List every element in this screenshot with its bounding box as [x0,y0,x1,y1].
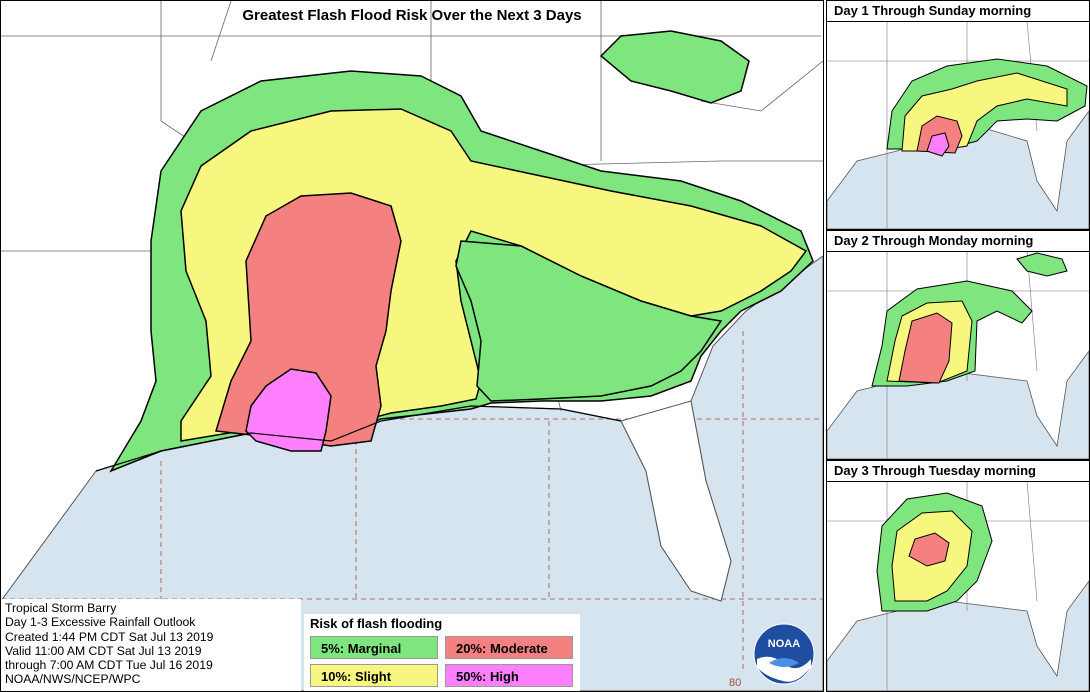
info-product: Day 1-3 Excessive Rainfall Outlook [5,615,196,630]
day3-title: Day 3 Through Tuesday morning [827,461,1089,482]
legend: Risk of flash flooding 5%: Marginal 20%:… [304,614,580,691]
info-box: Tropical Storm Barry Day 1-3 Excessive R… [1,599,301,691]
day2-moderate [898,312,953,384]
main-map-canvas [1,1,823,691]
main-title: Greatest Flash Flood Risk Over the Next … [242,7,582,24]
info-through: through 7:00 AM CDT Tue Jul 16 2019 [5,658,213,673]
day2-panel: Day 2 Through Monday morning [826,230,1090,460]
longitude-label: 80 [729,677,742,689]
day1-title: Day 1 Through Sunday morning [827,1,1089,22]
legend-title: Risk of flash flooding [310,616,443,631]
moderate-risk-area [215,192,402,447]
day3-moderate [908,532,950,567]
day3-panel: Day 3 Through Tuesday morning [826,460,1090,692]
day1-panel: Day 1 Through Sunday morning [826,0,1090,230]
high-risk-area [245,368,332,452]
coastline [95,405,622,472]
legend-marginal: 5%: Marginal [310,636,438,659]
day1-high [926,132,950,157]
noaa-logo-graphic: NOAA [753,623,815,685]
info-storm-name: Tropical Storm Barry [5,601,117,615]
legend-high: 50%: High [445,664,573,687]
day2-map [827,231,1089,459]
florida-peninsula [620,400,732,602]
day1-map [827,1,1089,229]
day2-marginal-north [1016,252,1068,277]
day3-map [827,461,1089,691]
info-valid: Valid 11:00 AM CDT Sat Jul 13 2019 [5,643,202,658]
noaa-logo-text: NOAA [768,638,800,650]
main-map: Greatest Flash Flood Risk Over the Next … [0,0,824,692]
legend-slight: 10%: Slight [310,664,438,687]
info-created: Created 1:44 PM CDT Sat Jul 13 2019 [5,629,214,644]
noaa-logo: NOAA [753,623,815,685]
marginal-risk-inset [455,240,723,402]
legend-moderate: 20%: Moderate [445,636,573,659]
info-agency: NOAA/NWS/NCEP/WPC [5,672,141,687]
day2-title: Day 2 Through Monday morning [827,231,1089,252]
marginal-risk-north [599,30,750,104]
